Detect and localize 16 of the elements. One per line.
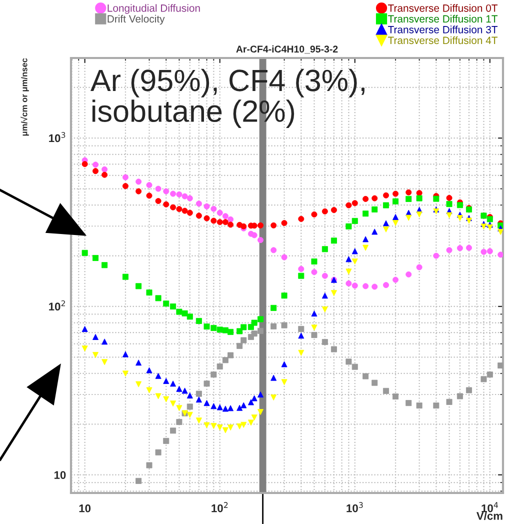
legend-label: Transverse Diffusion 3T: [388, 26, 498, 34]
x-axis-title: V/cm: [476, 512, 502, 520]
chart-title: Ar-CF4-iC4H10_95-3-2: [236, 45, 338, 54]
legend-label: Drift Velocity: [108, 14, 165, 25]
y-tick-label: 10$^{3}$: [49, 132, 66, 142]
x-tick-label: 10$^{3}$: [346, 502, 363, 512]
y-axis-title: μm/√cm or μm/nsec: [20, 58, 29, 136]
x-tick-label: 10$^{4}$: [482, 502, 498, 512]
y-tick-label: 10$^{2}$: [49, 300, 65, 311]
legend-label: Transverse Diffusion 1T: [388, 14, 498, 23]
legend-label: Transverse Diffusion 0T: [388, 4, 498, 12]
legend-label: Transverse Diffusion 4T: [388, 36, 498, 44]
x-tick-label: 10$^{2}$: [212, 502, 228, 512]
legend-label: Longitudial Diffusion: [108, 4, 200, 14]
x-tick-label: 10: [79, 504, 91, 512]
y-tick-label: 10: [54, 471, 66, 479]
